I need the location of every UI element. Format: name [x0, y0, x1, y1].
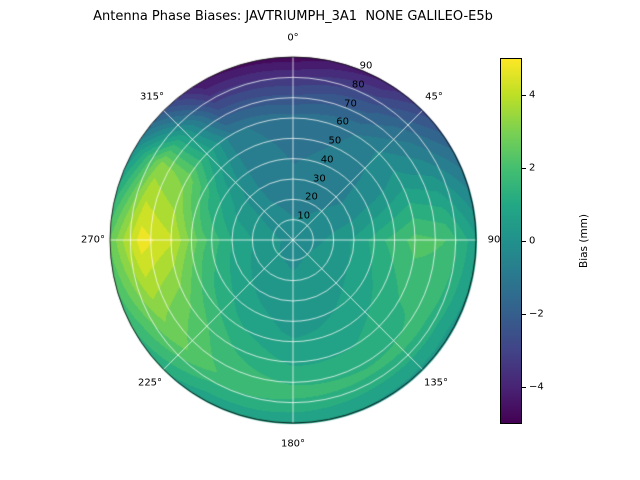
colorbar-tick-label: −2 — [529, 308, 544, 320]
azimuth-tick-label: 180° — [280, 438, 306, 450]
azimuth-tick-label: 135° — [423, 377, 449, 389]
chart-title: Antenna Phase Biases: JAVTRIUMPH_3A1 NON… — [93, 9, 493, 24]
colorbar-tick-mark — [522, 387, 526, 388]
radial-tick-label: 90 — [359, 60, 373, 72]
colorbar-tick-label: 2 — [529, 162, 536, 174]
azimuth-tick-label: 315° — [139, 91, 165, 103]
colorbar-tick-mark — [522, 95, 526, 96]
colorbar-tick-mark — [522, 314, 526, 315]
radial-tick-label: 50 — [328, 135, 342, 147]
radial-tick-label: 70 — [344, 98, 357, 109]
azimuth-tick-label: 45° — [425, 91, 443, 103]
colorbar — [500, 58, 522, 424]
azimuth-tick-label: 225° — [137, 377, 163, 389]
radial-tick-label: 40 — [320, 154, 334, 166]
colorbar-tick-label: 4 — [529, 89, 536, 101]
colorbar-axis-label: Bias (mm) — [578, 213, 590, 269]
colorbar-tick-mark — [522, 241, 526, 242]
colorbar-tick-label: 0 — [529, 235, 536, 247]
azimuth-tick-label: 270° — [80, 234, 106, 246]
colorbar-tick-label: −4 — [529, 381, 544, 393]
radial-tick-label: 10 — [297, 210, 311, 222]
radial-tick-label: 30 — [312, 173, 326, 185]
radial-tick-label: 80 — [351, 79, 365, 91]
colorbar-tick-mark — [522, 168, 526, 169]
radial-tick-label: 20 — [305, 191, 318, 203]
radial-tick-label: 60 — [336, 116, 350, 128]
azimuth-tick-label: 0° — [287, 32, 299, 44]
azimuth-tick-label: 90 — [487, 234, 501, 246]
